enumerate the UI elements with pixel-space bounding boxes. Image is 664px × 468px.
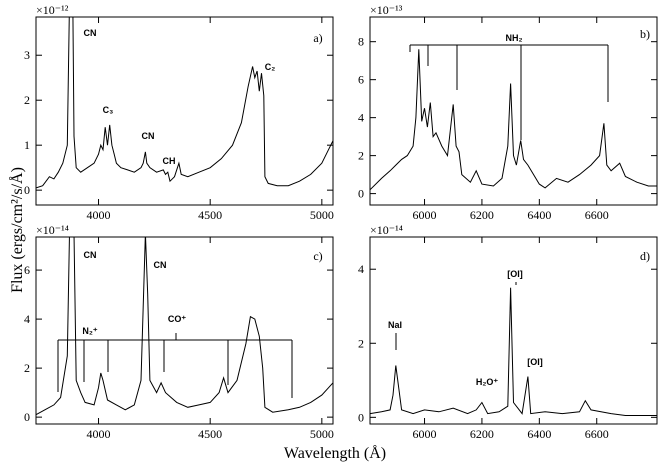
x-tick-label: 6000 [413, 208, 437, 222]
panel: 6000 6200 6400 6600 0 2 4 6 8 ×10⁻¹³ b) NH₂ [358, 3, 658, 222]
y-tick-label: 2 [358, 149, 364, 163]
annotation: CN [142, 131, 155, 141]
x-tick-label: 4000 [87, 208, 111, 222]
x-tick-label: 4500 [198, 427, 222, 441]
annotation: C₂ [265, 62, 276, 72]
y-tick-label: 4 [24, 312, 30, 326]
annotation: [OI] [527, 357, 543, 367]
plot-frame [35, 16, 334, 206]
y-tick-label: 0 [24, 410, 30, 424]
y-exponent: ×10⁻¹² [36, 3, 69, 17]
y-tick-label: 2 [24, 361, 30, 375]
spectrum-line [370, 287, 657, 416]
annotation: CO⁺ [168, 314, 187, 324]
annotation: [OI] [507, 269, 523, 279]
plot-frame [35, 236, 334, 425]
panel-label: a) [313, 31, 322, 45]
y-tick-label: 0 [358, 187, 364, 201]
annotation: H₂O⁺ [476, 377, 498, 387]
x-tick-label: 5000 [310, 427, 334, 441]
x-tick-label: 6600 [585, 208, 609, 222]
annotation: CN [84, 250, 97, 260]
y-tick-label: 3 [24, 48, 30, 62]
y-exponent: ×10⁻¹⁴ [370, 223, 403, 237]
x-tick-label: 6200 [470, 208, 494, 222]
annotation: N₂⁺ [82, 326, 97, 336]
spectrum-line [36, 237, 333, 416]
annotation: CN [84, 28, 97, 38]
y-tick-label: 2 [358, 336, 364, 350]
spectrum-line [370, 49, 657, 191]
x-tick-label: 5000 [310, 208, 334, 222]
annotation: CN [154, 260, 167, 270]
panel: 4000 4500 5000 0 2 4 6 ×10⁻¹⁴ c) CN CN N₂⁺ CO⁺ [24, 223, 334, 441]
x-tick-label: 6400 [527, 208, 551, 222]
x-tick-label: 6200 [470, 427, 494, 441]
plot-frame [369, 16, 658, 206]
x-axis-label: Wavelength (Å) [284, 444, 386, 462]
panel-label: c) [313, 249, 322, 263]
y-tick-label: 8 [358, 35, 364, 49]
x-tick-label: 4000 [87, 427, 111, 441]
x-tick-label: 6400 [527, 427, 551, 441]
annotation: NH₂ [506, 33, 523, 43]
annotation: NaI [388, 320, 402, 330]
y-tick-label: 6 [24, 263, 30, 277]
plot-frame [369, 236, 658, 425]
y-axis-label: Flux (ergs/cm²/s/Å) [8, 167, 26, 293]
y-tick-label: 2 [24, 93, 30, 107]
y-tick-label: 1 [24, 138, 30, 152]
panel-label: d) [640, 249, 650, 263]
x-tick-label: 6000 [413, 427, 437, 441]
panel: 6000 6200 6400 6600 0 2 4 ×10⁻¹⁴ d) NaI [OI] H₂O⁺ [O… [358, 223, 658, 441]
spectrum-line [36, 17, 333, 189]
y-tick-label: 0 [358, 410, 364, 424]
x-tick-label: 4500 [198, 208, 222, 222]
y-exponent: ×10⁻¹³ [370, 3, 403, 17]
y-tick-label: 6 [358, 73, 364, 87]
x-tick-label: 6600 [585, 427, 609, 441]
panel: 4000 4500 5000 0 1 2 3 ×10⁻¹² a) CN C₃ CN CH C₂ [24, 3, 334, 222]
annotation: C₃ [103, 105, 114, 115]
y-tick-label: 0 [24, 183, 30, 197]
y-exponent: ×10⁻¹⁴ [36, 223, 69, 237]
y-tick-label: 4 [358, 262, 364, 276]
y-tick-label: 4 [358, 111, 364, 125]
panel-label: b) [640, 27, 650, 41]
annotation: CH [163, 156, 176, 166]
